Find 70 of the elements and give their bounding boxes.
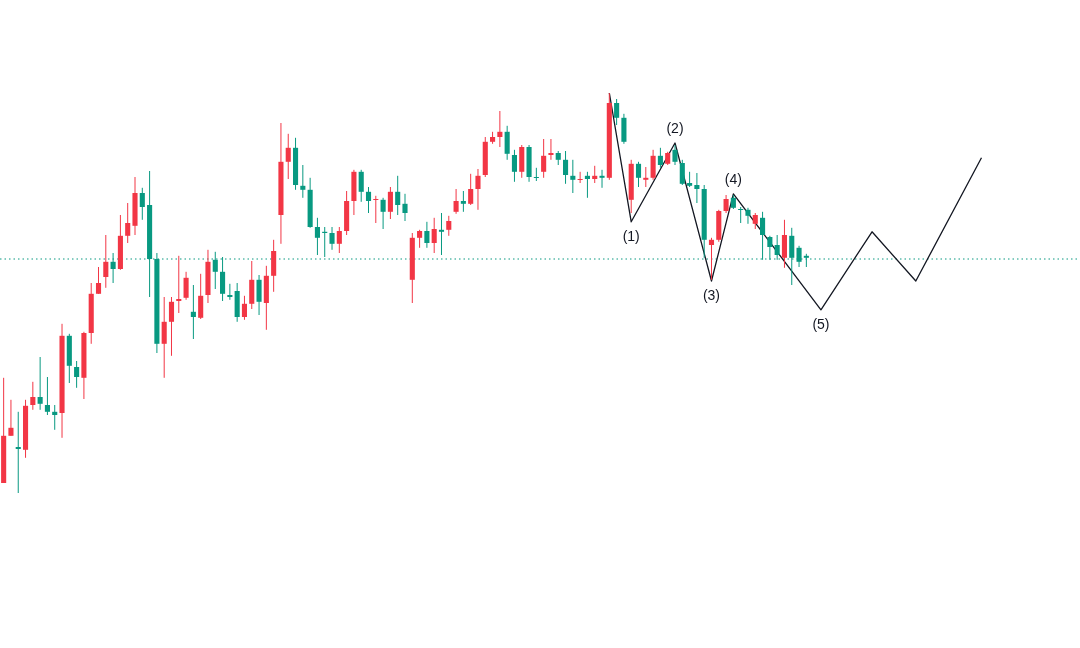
candlestick: [446, 215, 452, 237]
candlestick: [650, 149, 656, 181]
candlestick: [541, 138, 547, 179]
candlestick: [672, 144, 678, 166]
candlestick: [548, 138, 554, 161]
candlestick: [745, 207, 751, 225]
candlestick: [380, 197, 386, 230]
annotation: (5): [812, 315, 830, 332]
candlestick: [168, 296, 175, 357]
annotation: (2): [666, 119, 684, 136]
candlestick: [190, 284, 196, 340]
candlestick: [497, 110, 503, 148]
candlestick: [15, 411, 21, 494]
candlestick: [139, 187, 145, 221]
candlestick: [52, 404, 58, 431]
candlestick: [44, 376, 50, 416]
candlestick: [657, 147, 663, 169]
candlestick: [336, 226, 342, 254]
candlestick: [395, 175, 401, 216]
candlestick: [227, 283, 233, 301]
candlestick: [570, 159, 576, 194]
candlestick: [781, 219, 788, 269]
candlestick: [679, 159, 686, 186]
candlestick: [103, 234, 109, 289]
candlestick: [373, 195, 379, 224]
candlestick: [74, 360, 80, 389]
candlestick: [300, 164, 306, 199]
candlestick: [468, 173, 474, 206]
candlestick: [329, 226, 335, 251]
candlestick: [125, 202, 131, 244]
candlestick: [438, 212, 445, 256]
candlestick: [738, 206, 744, 224]
candlestick: [584, 171, 590, 199]
candlestick: [8, 399, 14, 437]
candlestick: [562, 150, 569, 185]
candlestick: [694, 172, 700, 204]
candlestick: [95, 266, 102, 295]
candlestick: [183, 271, 189, 301]
candlestick: [635, 161, 642, 188]
candlestick: [424, 221, 430, 249]
candlestick: [577, 171, 583, 184]
candlestick: [249, 260, 255, 310]
candlestick: [358, 169, 364, 203]
annotation: (1): [622, 227, 640, 244]
candlestick: [110, 252, 116, 284]
candlestick: [161, 296, 167, 379]
candlestick: [402, 193, 408, 222]
candlestick: [453, 188, 459, 215]
candlestick: [504, 125, 510, 161]
candlestick: [511, 149, 518, 183]
candlestick: [460, 190, 466, 213]
candlestick: [198, 273, 204, 320]
candlestick: [475, 168, 481, 211]
candlestick: [365, 186, 372, 214]
candlestick: [314, 217, 320, 256]
candlestick: [431, 217, 437, 254]
candlestick: [643, 166, 649, 188]
candlestick: [256, 274, 262, 316]
candlestick: [30, 381, 36, 411]
candlestick: [767, 235, 773, 261]
candlestick: [37, 356, 43, 411]
candlestick: [285, 133, 291, 180]
candlestick: [708, 237, 715, 281]
candlestick: [241, 295, 248, 321]
annotation: (3): [702, 286, 721, 303]
candlestick: [176, 255, 182, 314]
candlestick: [387, 186, 393, 220]
candlestick: [599, 169, 605, 189]
candlestick: [533, 167, 539, 182]
annotation: (4): [724, 170, 742, 187]
